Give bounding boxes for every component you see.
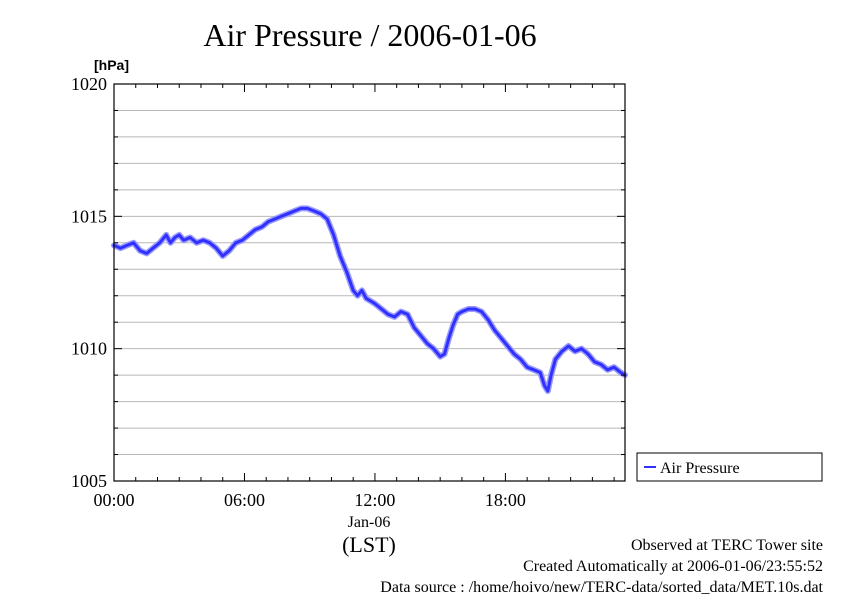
footer-observed-site: Observed at TERC Tower site <box>631 537 823 554</box>
y-tick-label: 1020 <box>71 74 107 94</box>
legend: Air Pressure <box>636 452 823 482</box>
series-layer <box>111 205 628 394</box>
axis-ticks: 1005 1010 1015 1020 00:00 06:00 12:00 18:00 <box>71 74 625 510</box>
chart-title: Air Pressure / 2006-01-06 <box>203 17 536 53</box>
legend-label-air-pressure: Air Pressure <box>660 460 740 477</box>
footer-created-timestamp: Created Automatically at 2006-01-06/23:5… <box>523 558 823 575</box>
x-tick-label: 06:00 <box>224 490 265 510</box>
y-axis-unit-label: [hPa] <box>94 57 129 73</box>
x-date-label: Jan-06 <box>348 514 391 531</box>
x-tick-label: 00:00 <box>93 490 134 510</box>
x-tick-label: 12:00 <box>354 490 395 510</box>
x-timezone-label: (LST) <box>342 532 396 557</box>
y-tick-label: 1005 <box>71 471 107 491</box>
legend-box <box>636 452 823 482</box>
footer-data-source: Data source : /home/hoivo/new/TERC-data/… <box>380 579 823 595</box>
y-tick-label: 1015 <box>71 206 107 226</box>
y-tick-label: 1010 <box>71 339 107 359</box>
grid-lines <box>114 109 625 456</box>
x-tick-label: 18:00 <box>485 490 526 510</box>
series-line-air-pressure <box>112 206 627 393</box>
plot-frame <box>113 83 626 482</box>
